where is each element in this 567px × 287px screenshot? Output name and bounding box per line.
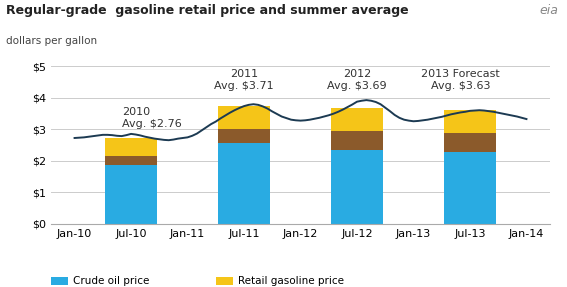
Bar bbox=[444, 152, 496, 224]
Bar bbox=[218, 106, 270, 129]
Text: 2010
Avg. $2.76: 2010 Avg. $2.76 bbox=[122, 107, 181, 129]
Text: Regular-grade  gasoline retail price and summer average: Regular-grade gasoline retail price and … bbox=[6, 4, 408, 17]
Bar bbox=[331, 131, 383, 150]
Text: 2013 Forecast
Avg. $3.63: 2013 Forecast Avg. $3.63 bbox=[421, 69, 500, 91]
Bar bbox=[444, 133, 496, 152]
Bar bbox=[105, 138, 157, 156]
Text: 2011
Avg. $3.71: 2011 Avg. $3.71 bbox=[214, 69, 274, 91]
Bar bbox=[218, 129, 270, 143]
Bar bbox=[331, 108, 383, 131]
Bar bbox=[444, 110, 496, 133]
Legend: Crude oil price, Wholesale gasoline price, Retail gasoline price, Monthly retail: Crude oil price, Wholesale gasoline pric… bbox=[51, 276, 344, 287]
Text: 2012
Avg. $3.69: 2012 Avg. $3.69 bbox=[327, 69, 387, 91]
Bar bbox=[331, 150, 383, 224]
Bar bbox=[218, 143, 270, 224]
Text: eia: eia bbox=[540, 4, 558, 17]
Bar bbox=[105, 156, 157, 165]
Bar bbox=[105, 165, 157, 224]
Text: dollars per gallon: dollars per gallon bbox=[6, 36, 97, 46]
